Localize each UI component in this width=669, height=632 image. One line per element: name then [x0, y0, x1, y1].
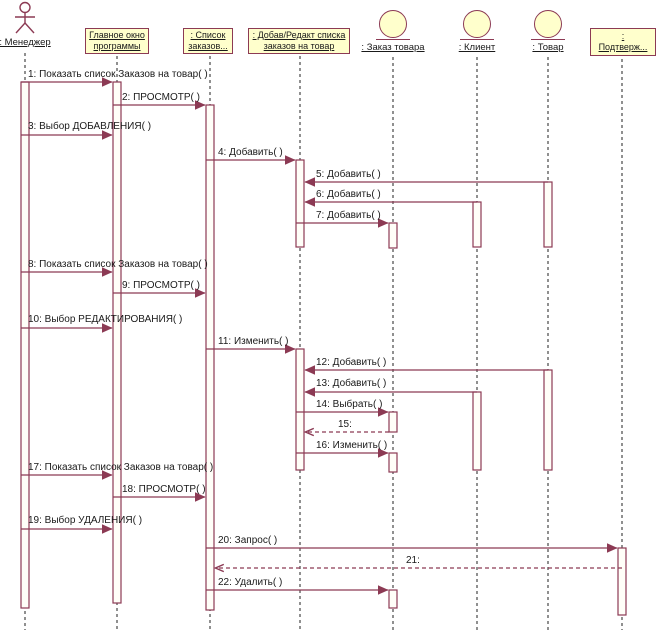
- lifeline-label-manager: : Менеджер: [0, 37, 51, 48]
- message-label-12: 12: Добавить( ): [316, 357, 387, 368]
- message-label-11: 11: Изменить( ): [218, 336, 289, 347]
- lifeline-label-goods-order: : Заказ товара: [361, 42, 425, 53]
- message-label-3: 3: Выбор ДОБАВЛЕНИЯ( ): [28, 121, 152, 132]
- message-label-13: 13: Добавить( ): [316, 378, 387, 389]
- lifeline-head-main-window: Главное окно программы: [85, 28, 149, 54]
- add-edit-name-line1: : Добав/Редакт списка: [252, 30, 346, 40]
- order-list-name-line1: : Список: [190, 30, 226, 40]
- message-label-22: 22: Удалить( ): [218, 577, 283, 588]
- activation-goods-order-3: [388, 452, 398, 473]
- message-label-7: 7: Добавить( ): [316, 210, 381, 221]
- message-label-6: 6: Добавить( ): [316, 189, 381, 200]
- entity-icon-goods: [534, 10, 562, 38]
- activation-add-edit-1: [295, 159, 305, 248]
- lifeline-head-add-edit: : Добав/Редакт списка заказов на товар: [248, 28, 350, 54]
- entity-icon-client: [463, 10, 491, 38]
- entity-base-goods-order: [376, 39, 410, 40]
- entity-base-client: [460, 39, 494, 40]
- main-window-name-line1: Главное окно: [89, 30, 145, 40]
- activation-goods-1: [543, 181, 553, 248]
- message-label-9: 9: ПРОСМОТР( ): [122, 280, 200, 291]
- activation-main-window: [112, 81, 122, 604]
- message-label-5: 5: Добавить( ): [316, 169, 381, 180]
- message-label-2: 2: ПРОСМОТР( ): [122, 92, 200, 103]
- message-label-4: 4: Добавить( ): [218, 147, 283, 158]
- entity-base-goods: [531, 39, 565, 40]
- message-label-14: 14: Выбрать( ): [316, 399, 383, 410]
- activation-client-1: [472, 201, 482, 248]
- activation-order-list: [205, 104, 215, 611]
- activation-add-edit-2: [295, 348, 305, 471]
- message-label-20: 20: Запрос( ): [218, 535, 278, 546]
- activation-client-2: [472, 391, 482, 471]
- message-label-17: 17: Показать список Заказов на товар( ): [28, 462, 214, 473]
- lifeline-head-order-list: : Список заказов...: [183, 28, 233, 54]
- activation-goods-order-4: [388, 589, 398, 609]
- message-label-1: 1: Показать список Заказов на товар( ): [28, 69, 208, 80]
- activation-goods-order-1: [388, 222, 398, 249]
- message-label-18: 18: ПРОСМОТР( ): [122, 484, 206, 495]
- confirm-name-line1: :: [621, 31, 625, 41]
- entity-icon-goods-order: [379, 10, 407, 38]
- lifeline-label-client: : Клиент: [458, 42, 496, 53]
- order-list-name-line2: заказов...: [188, 41, 228, 51]
- message-label-10: 10: Выбор РЕДАКТИРОВАНИЯ( ): [28, 314, 183, 325]
- message-label-19: 19: Выбор УДАЛЕНИЯ( ): [28, 515, 143, 526]
- message-label-21: 21:: [406, 555, 420, 566]
- actor-icon: [15, 1, 35, 34]
- confirm-name-line2: Подтверж...: [598, 42, 648, 52]
- activation-confirm: [617, 547, 627, 616]
- message-label-16: 16: Изменить( ): [316, 440, 388, 451]
- main-window-name-line2: программы: [93, 41, 141, 51]
- lifeline-label-goods: : Товар: [532, 42, 564, 53]
- activation-goods-2: [543, 369, 553, 471]
- add-edit-name-line2: заказов на товар: [263, 41, 335, 51]
- lifeline-head-confirm: : Подтверж...: [590, 28, 656, 56]
- activation-goods-order-2: [388, 411, 398, 433]
- message-label-8: 8: Показать список Заказов на товар( ): [28, 259, 208, 270]
- message-label-15: 15:: [338, 419, 352, 430]
